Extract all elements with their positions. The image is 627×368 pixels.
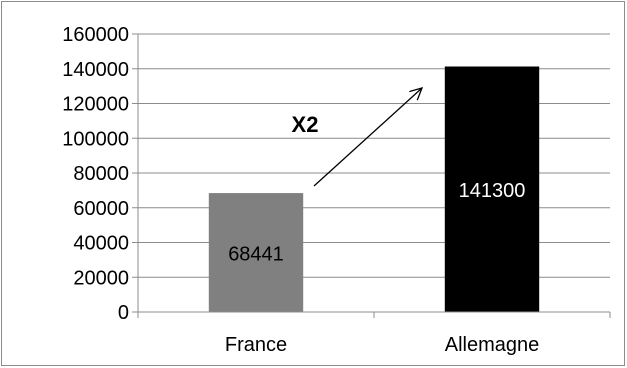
y-tick-label: 0 [118,302,129,324]
y-tick-label: 140000 [62,59,129,81]
bars [208,66,540,313]
x-tick-label: Allemagne [445,334,540,356]
y-tick-label: 60000 [73,198,129,220]
x-axis-tick-labels: France Allemagne [137,312,611,356]
growth-annotation-label: X2 [292,112,319,137]
y-tick-label: 120000 [62,94,129,116]
y-tick-label: 80000 [73,163,129,185]
data-label: 141300 [459,180,526,202]
growth-arrow [313,88,422,187]
y-axis-tick-labels: 0 20000 40000 60000 80000 100000 120000 140000 1… [62,24,138,324]
y-tick-label: 20000 [73,267,129,289]
data-label: 68441 [228,244,284,266]
x-tick-label: France [225,334,287,356]
bar-france [208,193,304,312]
bar-allemagne [444,66,540,313]
data-labels: 68441 141300 [228,180,525,265]
y-tick-label: 160000 [62,24,129,46]
y-tick-label: 100000 [62,128,129,150]
y-tick-label: 40000 [73,233,129,255]
growth-annotation: X2 [292,88,422,187]
